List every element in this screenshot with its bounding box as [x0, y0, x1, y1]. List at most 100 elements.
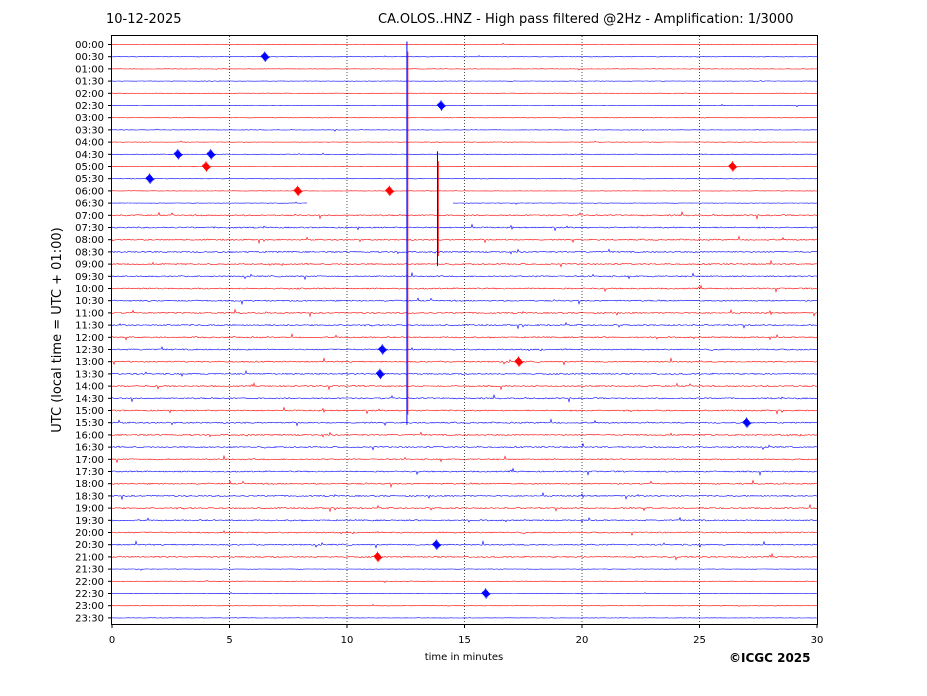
trace-row-0030: [111, 55, 818, 58]
y-tick-label: 15:30: [75, 418, 104, 429]
y-tick-label: 18:30: [75, 491, 104, 502]
y-tick-label: 00:30: [75, 52, 104, 63]
y-tick-label: 11:00: [75, 308, 104, 319]
trace-row-0630: [111, 201, 818, 205]
trace-row-0500: [112, 165, 818, 168]
event-burst: [377, 344, 388, 355]
y-tick-label: 05:00: [75, 162, 104, 173]
y-tick-label: 08:00: [75, 235, 104, 246]
event-burst: [431, 539, 442, 550]
y-tick-label: 07:00: [75, 211, 104, 222]
event-burst: [514, 356, 524, 367]
y-tick-label: 20:30: [75, 540, 104, 551]
event-layer: [145, 41, 752, 599]
x-tick-label: 15: [458, 635, 471, 646]
event-burst: [742, 417, 752, 428]
x-tick-label: 20: [576, 635, 589, 646]
trace-row-0000: [112, 42, 818, 46]
x-tick-label: 25: [693, 635, 706, 646]
trace-row-0600: [111, 190, 818, 192]
y-tick-label: 10:00: [75, 284, 104, 295]
x-ticks: 0 5 10 15 20 25 30: [109, 624, 823, 646]
y-tick-label: 16:30: [75, 443, 104, 454]
trace-row-1500: [111, 406, 818, 415]
y-tick-label: 02:00: [75, 89, 104, 100]
x-tick-label: 0: [109, 635, 115, 646]
y-tick-label: 14:30: [75, 394, 104, 405]
trace-row-1230: [111, 346, 818, 352]
y-tick-label: 06:00: [75, 186, 104, 197]
y-tick-label: 21:00: [75, 552, 104, 563]
y-tick-label: 12:30: [75, 345, 104, 356]
trace-row-2330: [111, 617, 817, 619]
y-tick-label: 01:00: [75, 64, 104, 75]
y-axis-label: UTC (local time = UTC + 01:00): [50, 227, 65, 432]
trace-row-1930: [111, 516, 818, 524]
y-tick-label: 13:00: [75, 357, 104, 368]
y-tick-label: 09:00: [75, 260, 104, 271]
trace-row-2030: [111, 540, 818, 549]
event-burst: [201, 161, 212, 172]
trace-row-2200: [111, 580, 818, 583]
event-burst: [481, 588, 491, 599]
y-tick-label: 02:30: [75, 101, 104, 112]
y-tick-label: 12:00: [75, 333, 104, 344]
y-tick-label: 06:30: [75, 199, 104, 210]
y-tick-label: 14:00: [75, 382, 104, 393]
y-tick-label: 10:30: [75, 296, 104, 307]
event-burst: [206, 149, 216, 160]
y-tick-label: 08:30: [75, 247, 104, 258]
event-burst: [260, 51, 271, 62]
y-tick-label: 07:30: [75, 223, 104, 234]
event-burst: [173, 149, 184, 160]
y-tick-label: 03:30: [75, 125, 104, 136]
event-burst: [436, 100, 447, 111]
x-axis-label: time in minutes: [425, 652, 504, 663]
y-tick-label: 21:30: [75, 565, 104, 576]
y-tick-label: 03:00: [75, 113, 104, 124]
event-burst: [293, 185, 303, 197]
trace-row-2100: [111, 552, 818, 561]
trace-row-0530: [111, 177, 817, 180]
y-tick-label: 04:30: [75, 150, 104, 161]
y-tick-label: 15:00: [75, 406, 104, 417]
y-tick-label: 17:30: [75, 467, 104, 478]
trace-row-2230: [111, 592, 818, 595]
x-tick-label: 10: [341, 635, 354, 646]
y-tick-label: 11:30: [75, 321, 104, 332]
y-tick-label: 13:30: [75, 369, 104, 380]
y-tick-label: 19:00: [75, 504, 104, 515]
y-tick-label: 23:30: [75, 613, 104, 624]
y-tick-label: 00:00: [75, 40, 104, 51]
y-tick-label: 17:00: [75, 455, 104, 466]
y-tick-label: 09:30: [75, 272, 104, 283]
copyright-label: ©ICGC 2025: [729, 651, 811, 665]
date-label: 10-12-2025: [106, 12, 182, 27]
y-tick-label: 01:30: [75, 77, 104, 88]
y-tick-label: 16:00: [75, 430, 104, 441]
trace-row-0730: [111, 223, 818, 232]
trace-row-0700: [111, 210, 818, 220]
x-tick-label: 5: [226, 635, 232, 646]
event-burst: [375, 368, 386, 380]
trace-row-1430: [111, 393, 818, 403]
chart-title: CA.OLOS..HNZ - High pass filtered @2Hz -…: [378, 12, 794, 27]
y-tick-label: 04:00: [75, 138, 104, 149]
event-burst: [728, 161, 738, 172]
y-tick-label: 05:30: [75, 174, 104, 185]
event-burst: [145, 173, 155, 184]
y-tick-label: 19:30: [75, 516, 104, 527]
trace-row-0430: [111, 152, 818, 156]
y-tick-label: 18:00: [75, 479, 104, 490]
trace-row-1130: [111, 321, 818, 330]
trace-row-2300: [111, 604, 818, 607]
event-burst: [384, 185, 395, 197]
y-tick-label: 20:00: [75, 528, 104, 539]
trace-row-1330: [112, 369, 818, 377]
trace-row-2130: [111, 568, 818, 571]
y-tick-label: 23:00: [75, 601, 104, 612]
trace-row-0800: [111, 235, 818, 245]
trace-row-1400: [111, 382, 818, 391]
